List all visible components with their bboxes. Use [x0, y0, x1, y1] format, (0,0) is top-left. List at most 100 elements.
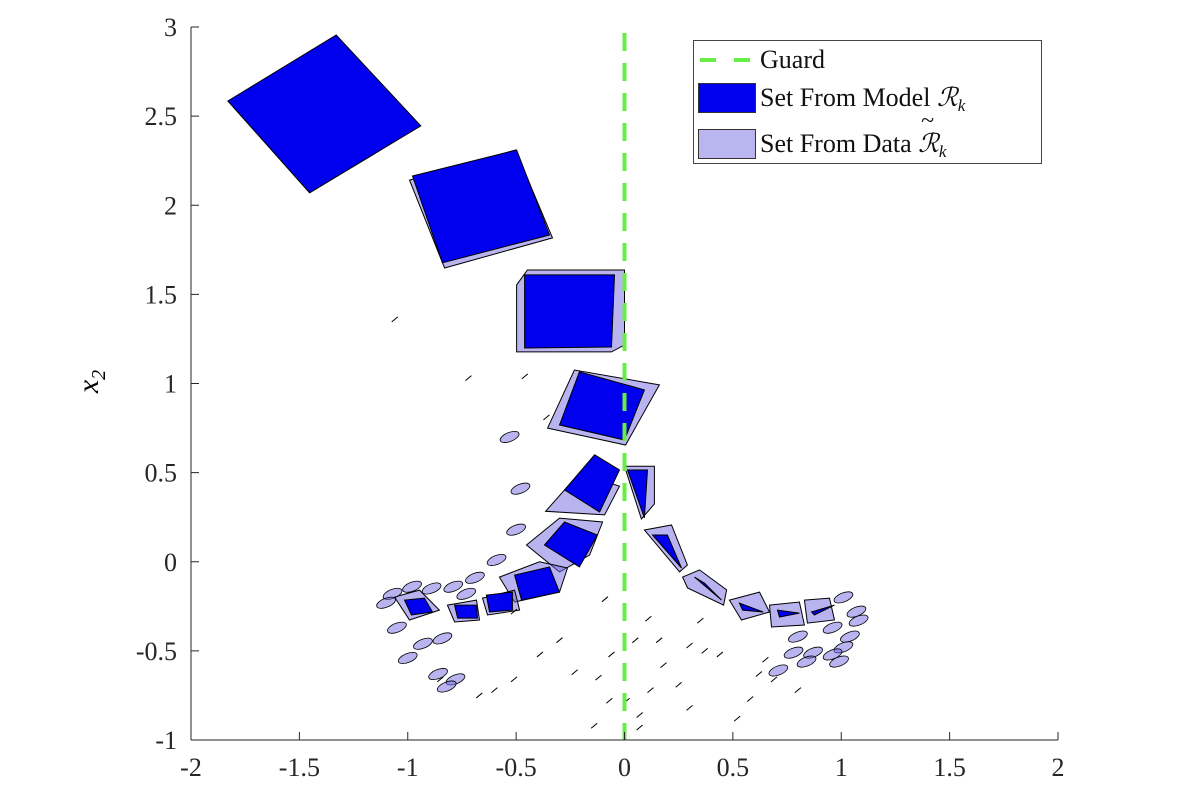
model-set-polygon	[227, 34, 422, 194]
tiny-set-mark	[686, 705, 693, 711]
small-sets-layer	[376, 316, 869, 731]
tiny-set-mark	[701, 647, 709, 654]
tiny-set-mark	[655, 637, 663, 644]
math-sub: k	[957, 96, 966, 115]
model-set-polygon	[485, 591, 513, 613]
small-data-set	[848, 614, 869, 627]
model-set-polygon	[513, 566, 561, 601]
tiny-set-mark	[543, 414, 550, 421]
y-tick-label: 2.5	[145, 102, 178, 131]
model-set-polygon	[453, 604, 479, 619]
small-data-set	[833, 591, 854, 604]
y-tick-label: 1.5	[145, 280, 178, 309]
model-set-polygon	[543, 521, 599, 568]
small-data-set	[456, 587, 477, 600]
small-data-set	[402, 580, 422, 593]
small-data-set	[510, 482, 531, 495]
tiny-set-mark	[571, 669, 578, 676]
math-sub: k	[938, 142, 947, 161]
x-tick-label: 0	[618, 753, 631, 782]
legend-item-guard: Guard	[698, 45, 825, 75]
tiny-set-mark	[770, 676, 778, 683]
x-tick-label: -0.5	[496, 753, 537, 782]
model-set-polygon	[810, 604, 835, 616]
tilde-mark: ~	[921, 108, 935, 134]
y-label-base: x	[72, 379, 106, 394]
tiny-set-mark	[590, 722, 598, 729]
tiny-set-mark	[716, 651, 724, 658]
tiny-set-mark	[733, 715, 741, 722]
legend-label: Set From Data	[760, 129, 919, 158]
y-tick-label: -1	[155, 726, 177, 755]
tiny-set-mark	[636, 724, 643, 731]
data-set-polygon	[681, 569, 728, 606]
legend: Guard Set From Model ℛk Set From Data ~ ℛ…	[693, 40, 1042, 164]
tiny-set-mark	[660, 662, 667, 669]
legend-label: Guard	[760, 45, 825, 74]
model-swatch-icon	[698, 83, 756, 113]
y-tick-label: -0.5	[136, 637, 177, 666]
small-data-set	[413, 637, 433, 650]
tiny-set-mark	[595, 674, 602, 681]
tiny-set-mark	[510, 676, 518, 683]
tiny-set-mark	[762, 656, 769, 663]
math-symbol: ℛ	[936, 83, 958, 112]
math-symbol: ℛ	[918, 129, 939, 158]
guard-swatch-icon	[698, 45, 756, 75]
model-set-polygon	[651, 534, 682, 569]
tiny-set-mark	[510, 608, 518, 615]
small-data-set	[443, 580, 464, 593]
tiny-set-mark	[608, 651, 615, 658]
tiny-set-mark	[686, 642, 693, 649]
tiny-set-mark	[556, 637, 563, 644]
legend-item-data: Set From Data ~ ℛk	[698, 109, 947, 161]
small-data-set	[436, 680, 457, 693]
tiny-set-mark	[465, 375, 472, 382]
tiny-set-mark	[697, 617, 704, 624]
small-data-set	[387, 621, 407, 634]
x-tick-label: 1.5	[933, 753, 966, 782]
small-data-set	[840, 630, 860, 643]
small-data-set	[376, 596, 396, 609]
tiny-set-mark	[636, 712, 643, 718]
tiny-set-mark	[536, 651, 544, 658]
tiny-set-mark	[521, 373, 529, 380]
legend-math: ℛk	[936, 83, 966, 115]
tiny-set-mark	[746, 696, 754, 702]
small-data-set	[428, 668, 448, 681]
x-tick-label: 2	[1052, 753, 1065, 782]
small-data-set	[465, 571, 485, 584]
tiny-set-mark	[436, 676, 444, 683]
small-data-set	[783, 646, 804, 659]
model-sets-layer	[227, 34, 835, 619]
legend-math: ~ ℛk	[918, 109, 947, 161]
y-axis-label: x2	[72, 370, 111, 393]
tiny-set-mark	[632, 637, 639, 644]
tiny-set-mark	[794, 687, 802, 693]
tiny-set-mark	[755, 671, 763, 677]
y-tick-label: 0	[164, 548, 177, 577]
model-set-polygon	[738, 602, 764, 613]
small-data-set	[506, 523, 526, 536]
tiny-set-mark	[601, 596, 609, 603]
y-label-sub: 2	[88, 369, 111, 380]
small-data-set	[421, 582, 442, 595]
small-data-set	[432, 632, 453, 645]
legend-item-model: Set From Model ℛk	[698, 83, 966, 115]
x-tick-label: -1.5	[279, 753, 320, 782]
tiny-set-mark	[391, 316, 399, 323]
tiny-set-mark	[647, 687, 654, 693]
legend-label: Set From Model	[760, 83, 937, 112]
model-set-polygon	[776, 609, 800, 618]
model-set-polygon	[411, 149, 551, 264]
tiny-set-mark	[645, 615, 652, 622]
x-tick-label: 1	[835, 753, 848, 782]
small-data-set	[486, 553, 507, 566]
tiny-set-mark	[491, 687, 498, 693]
tiny-set-mark	[475, 692, 483, 699]
data-set-polygon	[728, 591, 771, 621]
y-tick-label: 0.5	[145, 459, 178, 488]
model-set-polygon	[563, 454, 621, 513]
data-swatch-icon	[698, 129, 756, 159]
